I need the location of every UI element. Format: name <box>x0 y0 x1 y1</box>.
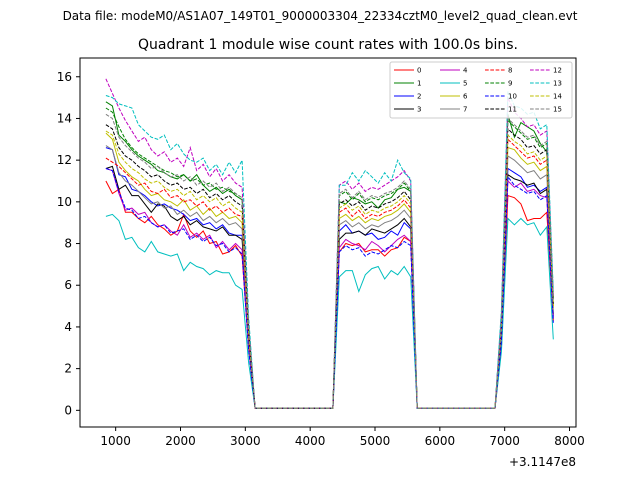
y-tick-label: 8 <box>64 237 72 251</box>
y-tick-label: 12 <box>57 153 72 167</box>
legend-box <box>389 61 573 119</box>
x-tick-label: 3000 <box>230 434 261 448</box>
y-tick-label: 6 <box>64 278 72 292</box>
legend-entry-0: 0 <box>417 67 421 75</box>
y-tick-label: 0 <box>64 403 72 417</box>
legend-entry-13: 13 <box>553 80 562 88</box>
legend-entry-4: 4 <box>463 67 468 75</box>
x-axis: 1000 2000 3000 4000 5000 6000 7000 8000 <box>100 427 585 448</box>
y-tick-label: 2 <box>64 362 72 376</box>
legend-entry-6: 6 <box>463 93 468 101</box>
chart-title: Quadrant 1 module wise count rates with … <box>138 37 518 53</box>
legend-entry-11: 11 <box>508 106 517 114</box>
y-tick-label: 16 <box>57 70 72 84</box>
legend-entry-8: 8 <box>508 67 512 75</box>
legend-entry-9: 9 <box>508 80 512 88</box>
legend-entry-14: 14 <box>553 93 562 101</box>
series-lines <box>105 78 554 409</box>
legend-entry-10: 10 <box>508 93 517 101</box>
y-tick-label: 10 <box>57 195 72 209</box>
x-offset-label: +3.1147e8 <box>509 455 576 469</box>
legend-entry-5: 5 <box>463 80 467 88</box>
y-axis: 0 2 4 6 8 10 12 14 16 <box>57 70 80 417</box>
legend-entry-1: 1 <box>417 80 421 88</box>
x-tick-label: 8000 <box>554 434 585 448</box>
figure-suptitle: Data file: modeM0/AS1A07_149T01_90000033… <box>63 9 578 23</box>
legend-entry-7: 7 <box>463 106 467 114</box>
x-tick-label: 5000 <box>360 434 391 448</box>
y-tick-label: 4 <box>64 320 72 334</box>
x-tick-label: 2000 <box>165 434 196 448</box>
plot-frame <box>79 57 577 428</box>
legend-entry-12: 12 <box>553 67 562 75</box>
y-tick-label: 14 <box>57 111 72 125</box>
legend-entry-2: 2 <box>417 93 421 101</box>
x-tick-label: 7000 <box>489 434 520 448</box>
x-tick-label: 4000 <box>295 434 326 448</box>
x-tick-label: 1000 <box>100 434 131 448</box>
x-tick-label: 6000 <box>425 434 456 448</box>
series-line-15 <box>105 113 554 409</box>
legend-entry-3: 3 <box>417 106 421 114</box>
legend-entry-15: 15 <box>553 106 562 114</box>
